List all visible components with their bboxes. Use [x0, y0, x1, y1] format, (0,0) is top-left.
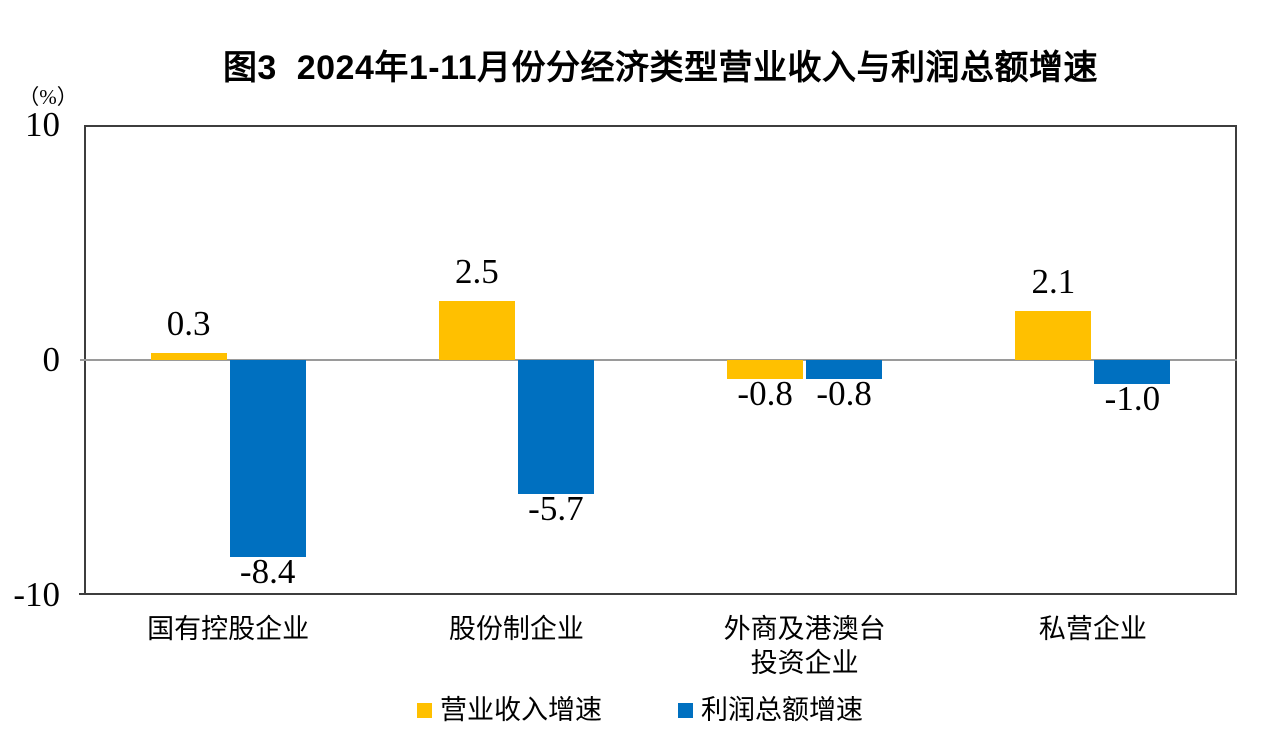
y-axis-unit-label: （%）	[18, 85, 78, 109]
profit-growth-bar	[806, 360, 883, 379]
category-label: 股份制企业	[448, 614, 584, 644]
profit-growth-value-label: -8.4	[239, 552, 296, 592]
legend-item-revenue-growth: 营业收入增速	[417, 694, 602, 726]
profit-growth-value-label: -5.7	[528, 488, 584, 528]
category-label: 国有控股企业	[147, 614, 310, 644]
profit-growth-bar	[517, 360, 594, 494]
revenue-growth-bar	[1015, 310, 1092, 360]
profit-growth-bar	[1094, 360, 1171, 384]
profit-growth-swatch-icon	[678, 702, 693, 718]
legend-label: 营业收入增速	[440, 695, 602, 725]
y-axis-tick	[79, 593, 84, 595]
revenue-growth-value-label: 0.3	[166, 303, 211, 343]
zero-gridline	[80, 359, 1237, 361]
revenue-growth-value-label: -0.8	[737, 373, 793, 413]
profit-growth-value-label: -0.8	[816, 373, 872, 413]
category-label: 外商及港澳台 投资企业	[723, 614, 886, 678]
revenue-growth-bar	[727, 360, 804, 379]
revenue-growth-bar	[150, 352, 227, 360]
revenue-growth-value-label: 2.5	[455, 252, 499, 292]
revenue-growth-value-label: 2.1	[1031, 261, 1076, 301]
revenue-growth-swatch-icon	[417, 702, 432, 718]
profit-growth-bar	[229, 360, 306, 558]
y-tick-label: 0	[42, 340, 61, 379]
y-tick-label: 10	[25, 105, 60, 144]
category-label: 私营企业	[1038, 614, 1147, 644]
chart-title: 图3 2024年1-11月份分经济类型营业收入与利润总额增速	[222, 49, 1099, 87]
profit-growth-value-label: -1.0	[1104, 378, 1161, 418]
revenue-growth-bar	[438, 301, 515, 360]
legend-label: 利润总额增速	[701, 695, 863, 725]
y-tick-label: -10	[13, 575, 60, 614]
chart-legend: 营业收入增速 利润总额增速	[0, 692, 1280, 728]
legend-item-profit-growth: 利润总额增速	[678, 694, 863, 726]
